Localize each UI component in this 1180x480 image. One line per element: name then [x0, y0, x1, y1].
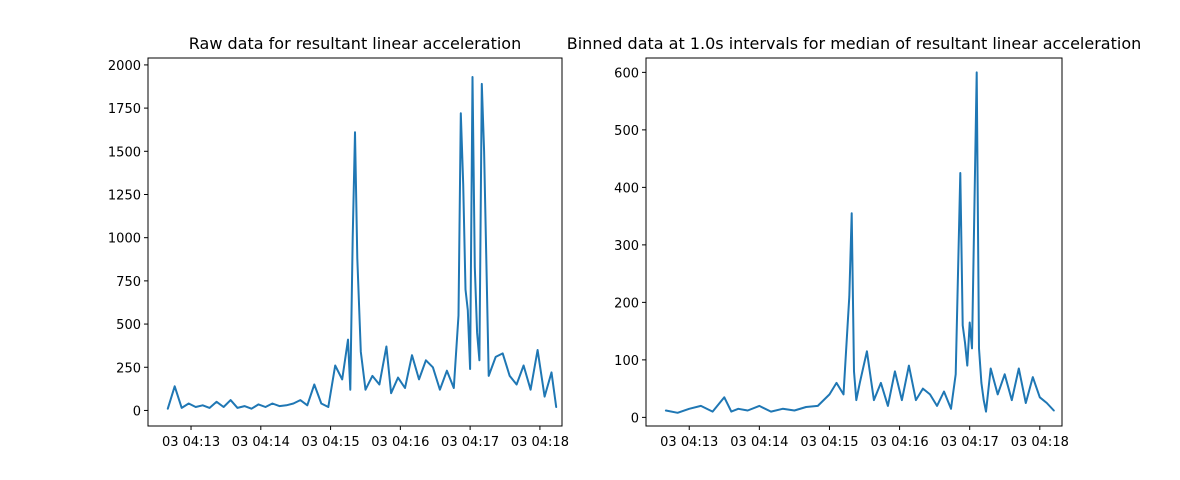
y-tick-label: 1500 [108, 145, 141, 160]
y-tick-label: 1000 [108, 232, 141, 247]
y-tick-label: 300 [614, 239, 639, 254]
series-line [664, 71, 1055, 414]
x-tick-label: 03 04:17 [441, 435, 499, 450]
y-tick-label: 250 [116, 361, 141, 376]
series-line [166, 76, 558, 410]
y-tick-label: 400 [614, 181, 639, 196]
x-axis: 03 04:13 03 04:14 03 04:15 03 04:16 03 04:17… [660, 426, 1069, 450]
x-tick-label: 03 04:13 [162, 435, 220, 450]
x-axis: 03 04:13 03 04:14 03 04:15 03 04:16 03 04:17… [162, 426, 569, 450]
raw-acceleration-chart: Raw data for resultant linear accelerati… [108, 34, 569, 450]
binned-median-acceleration-chart: Binned data at 1.0s intervals for median… [567, 34, 1142, 450]
y-tick-label: 750 [116, 275, 141, 290]
chart-title: Binned data at 1.0s intervals for median… [567, 34, 1142, 53]
x-tick-label: 03 04:15 [800, 435, 858, 450]
x-tick-label: 03 04:15 [302, 435, 360, 450]
y-tick-label: 0 [631, 411, 639, 426]
x-tick-label: 03 04:14 [730, 435, 788, 450]
y-tick-label: 2000 [108, 59, 141, 74]
x-tick-label: 03 04:17 [941, 435, 999, 450]
x-tick-label: 03 04:13 [660, 435, 718, 450]
y-tick-label: 0 [133, 404, 141, 419]
y-tick-label: 1750 [108, 102, 141, 117]
x-tick-label: 03 04:16 [871, 435, 929, 450]
y-tick-label: 200 [614, 296, 639, 311]
chart-title: Raw data for resultant linear accelerati… [189, 34, 521, 53]
plot-area-frame [645, 57, 1063, 427]
y-tick-label: 100 [614, 354, 639, 369]
x-tick-label: 03 04:14 [232, 435, 290, 450]
y-tick-label: 500 [614, 124, 639, 139]
x-tick-label: 03 04:18 [511, 435, 569, 450]
x-tick-label: 03 04:16 [371, 435, 429, 450]
plot-area-frame [147, 57, 563, 427]
y-axis: 0 250 500 750 1000 1250 1500 1750 2000 [108, 59, 148, 419]
y-tick-label: 500 [116, 318, 141, 333]
y-tick-label: 600 [614, 66, 639, 81]
x-tick-label: 03 04:18 [1011, 435, 1069, 450]
y-tick-label: 1250 [108, 188, 141, 203]
y-axis: 0 100 200 300 400 500 600 [614, 66, 646, 426]
